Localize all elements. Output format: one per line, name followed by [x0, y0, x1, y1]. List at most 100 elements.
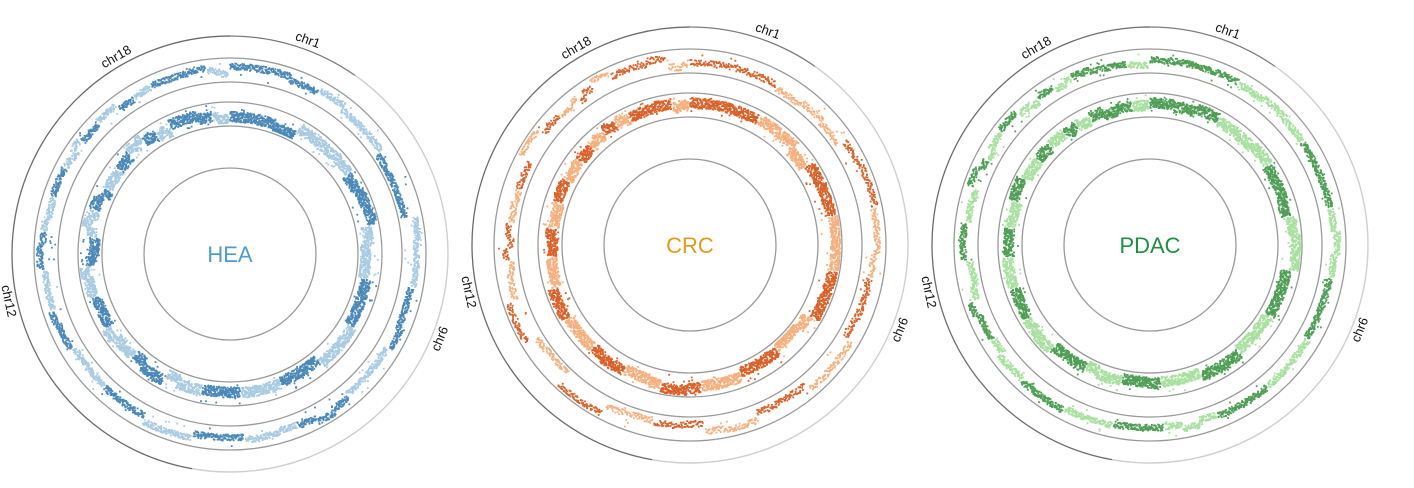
data-point: [367, 231, 369, 233]
data-point: [339, 161, 341, 164]
data-point: [381, 351, 383, 354]
data-point: [395, 339, 398, 342]
data-point: [249, 438, 252, 441]
data-point: [41, 261, 44, 263]
data-point: [302, 86, 305, 89]
data-point: [358, 381, 360, 383]
data-point: [304, 128, 306, 131]
track-ring-5: [143, 167, 317, 341]
data-point: [369, 374, 372, 377]
data-point: [384, 351, 386, 354]
data-point: [301, 83, 304, 85]
data-point: [58, 175, 61, 178]
data-point: [307, 133, 309, 136]
data-point: [416, 227, 419, 230]
data-point: [256, 436, 259, 438]
data-point: [415, 279, 418, 282]
data-point: [85, 140, 88, 143]
data-point: [344, 164, 346, 167]
data-point: [222, 75, 224, 78]
data-point: [202, 431, 204, 434]
data-point: [144, 86, 147, 88]
data-point: [385, 163, 388, 166]
data-point: [339, 153, 342, 155]
data-point: [181, 76, 184, 78]
data-point: [348, 187, 351, 189]
data-point: [275, 435, 278, 437]
data-point: [292, 130, 295, 133]
data-point: [338, 400, 341, 402]
data-point: [53, 305, 56, 308]
data-point: [294, 425, 297, 428]
data-point: [96, 372, 99, 374]
data-point: [115, 392, 118, 395]
data-point: [80, 138, 83, 140]
data-point: [358, 193, 361, 196]
data-point: [404, 300, 407, 302]
data-point: [354, 387, 356, 390]
data-point: [245, 64, 248, 67]
data-point: [413, 272, 416, 275]
data-point: [360, 274, 363, 276]
data-point: [50, 192, 53, 195]
data-point: [327, 146, 330, 149]
data-point: [175, 434, 177, 436]
data-point: [231, 437, 234, 440]
data-point: [327, 151, 330, 154]
data-point: [310, 142, 313, 144]
data-point: [406, 207, 409, 210]
data-point: [129, 99, 132, 102]
data-point: [288, 128, 290, 130]
data-point: [349, 388, 352, 391]
data-point: [159, 430, 162, 433]
data-point: [349, 119, 352, 122]
data-point: [381, 352, 384, 355]
data-point: [256, 70, 259, 73]
data-point: [322, 94, 325, 97]
data-point: [310, 420, 313, 423]
data-point: [278, 428, 281, 431]
data-point: [45, 223, 47, 226]
data-point: [415, 228, 418, 231]
data-point: [137, 413, 139, 416]
data-point: [76, 351, 79, 353]
data-point: [42, 275, 44, 278]
data-point: [47, 216, 50, 219]
data-point: [274, 127, 276, 130]
data-point: [295, 80, 297, 82]
data-point: [201, 434, 203, 437]
data-point: [341, 399, 344, 401]
data-point: [83, 138, 85, 141]
data-point: [163, 81, 166, 84]
data-point: [345, 173, 348, 176]
data-point: [151, 423, 154, 425]
data-point: [339, 156, 342, 159]
data-point: [272, 68, 274, 71]
data-point: [151, 428, 154, 430]
data-point: [38, 242, 41, 245]
data-point: [306, 83, 309, 86]
data-point: [97, 117, 100, 119]
data-point: [398, 316, 401, 319]
data-point: [196, 435, 199, 438]
data-point: [280, 74, 283, 77]
data-point: [200, 436, 203, 438]
data-point: [411, 278, 414, 281]
data-point: [357, 317, 359, 319]
data-point: [124, 103, 127, 106]
data-point: [376, 129, 379, 132]
data-point: [354, 312, 357, 315]
data-point: [87, 367, 90, 369]
data-point: [49, 204, 52, 206]
data-point: [105, 109, 107, 112]
data-point: [248, 113, 251, 115]
data-point: [250, 116, 253, 119]
data-point: [80, 149, 83, 152]
data-point: [355, 297, 357, 300]
data-point: [92, 371, 95, 374]
data-point: [250, 122, 253, 125]
data-point: [415, 219, 418, 222]
data-point: [45, 229, 48, 232]
data-point: [360, 122, 363, 124]
data-point: [321, 421, 324, 424]
